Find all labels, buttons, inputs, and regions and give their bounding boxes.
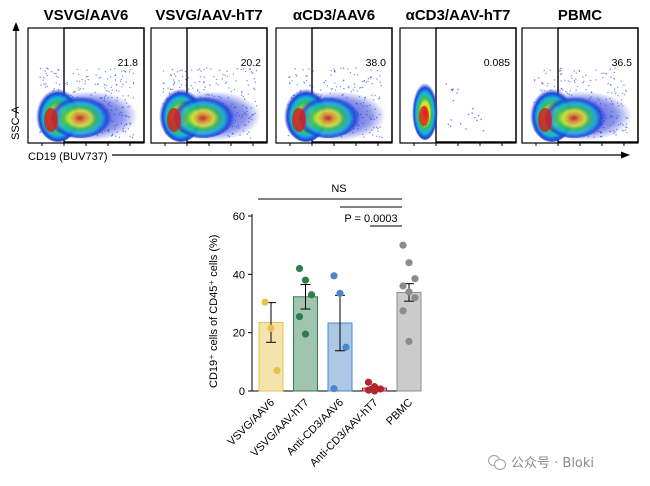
data-point [370,387,379,395]
flow-panel: VSVG/AAV6 21.8 [27,7,145,146]
data-point [330,272,338,280]
data-point [399,241,407,249]
bar-y-label: CD19⁺ cells of CD45⁺ cells (%) [208,235,220,388]
data-point [267,324,275,332]
y-tick-label: 20 [233,328,245,340]
y-tick-label: 60 [233,211,245,223]
wechat-icon [488,454,506,470]
flow-panel: VSVG/AAV-hT7 20.2 [150,7,268,146]
data-point [330,385,338,393]
watermark-text: 公众号 · Bloki [511,456,595,471]
gate-box [63,27,145,143]
data-point [405,288,413,296]
y-tick-label: 0 [239,386,245,398]
flow-panel-title: VSVG/AAV-hT7 [155,7,262,24]
flow-panel-title: αCD3/AAV6 [293,7,375,24]
data-point [364,386,373,394]
data-point [307,291,316,299]
flow-panel-title: αCD3/AAV-hT7 [406,7,511,24]
gate-percent: 21.8 [118,57,139,69]
bar [293,296,318,392]
gate-box [186,27,268,143]
data-point [411,294,419,302]
gate-percent: 20.2 [241,57,262,69]
data-point [405,259,413,267]
data-point [295,313,304,321]
event-cloud [284,67,386,142]
event-cloud [159,67,261,142]
p-value-label: P = 0.0003 [344,213,397,225]
flow-panels: VSVG/AAV6 21.8 VSVG/AAV-hT7 20.2 αCD3/AAV6 38… [27,7,639,146]
gate-percent: 0.085 [484,57,510,69]
event-cloud [412,80,485,140]
data-point [273,366,281,375]
data-point [399,307,407,315]
flow-y-label: SSC-A [10,106,22,140]
data-point [301,330,310,338]
flow-panel: αCD3/AAV6 38.0 [275,7,393,146]
data-point [411,275,419,283]
gate-box [557,27,639,143]
flow-x-arrow [112,151,630,159]
data-point [336,289,344,297]
category-label: Anti-CD3/AAV-hT7 [308,397,381,470]
data-point [405,337,413,346]
data-point [301,276,310,284]
watermark: 公众号 · Bloki [488,452,594,471]
flow-panel-title: PBMC [558,7,602,24]
category-label: PBMC [384,397,415,428]
bar-chart: CD19⁺ cells of CD45⁺ cells (%) 0 20 40 60 V… [208,183,422,470]
gate-box [311,27,393,143]
category-labels: VSVG/AAV6VSVG/AAV-hT7Anti-CD3/AAV6Anti-C… [226,397,416,470]
data-point [399,282,407,290]
data-point [261,298,269,306]
data-point [376,385,385,393]
y-axis: 0 20 40 60 [233,211,253,398]
ns-label: NS [331,183,346,195]
data-point [364,378,373,386]
bar-marks [258,241,422,395]
gate-percent: 36.5 [612,57,633,69]
flow-y-arrow [12,22,20,118]
gate-percent: 38.0 [366,57,387,69]
gate-box [435,27,517,143]
flow-panel-title: VSVG/AAV6 [44,7,129,24]
y-tick-label: 40 [233,269,245,281]
data-point [342,343,350,351]
flow-panel: αCD3/AAV-hT7 0.085 [399,7,517,146]
event-cloud [36,67,138,142]
data-point [295,264,304,273]
flow-panel: PBMC 36.5 [521,7,639,146]
flow-x-label: CD19 (BUV737) [28,151,107,163]
significance-annotations: NS P = 0.0003 [258,183,402,227]
event-cloud [530,67,632,142]
